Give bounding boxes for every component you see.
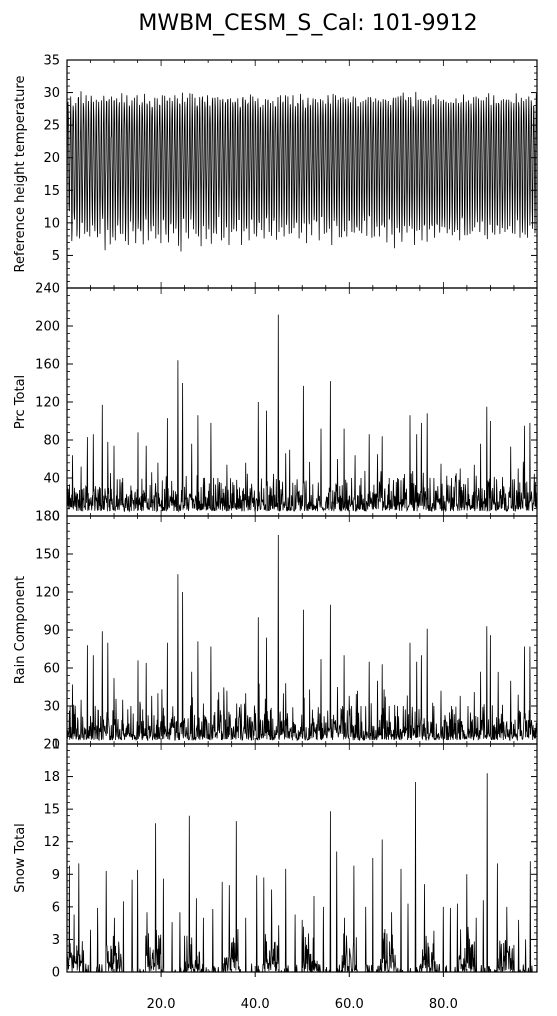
series-line-prc-total xyxy=(66,314,538,513)
ytick-label-prc-total: 200 xyxy=(35,320,60,335)
ytick-label-snow-total: 9 xyxy=(52,868,60,883)
xtick-label: 40.0 xyxy=(241,997,270,1012)
ytick-label-prc-total: 40 xyxy=(43,472,60,487)
ytick-label-temperature: 25 xyxy=(43,119,60,134)
panel-rain-component: 0 30 60 90 120 150 180 Rain Component xyxy=(13,510,538,753)
ytick-label-snow-total: 18 xyxy=(43,770,60,785)
ytick-label-snow-total: 3 xyxy=(52,933,60,948)
xtick-label: 20.0 xyxy=(147,997,176,1012)
ytick-label-temperature: 30 xyxy=(43,86,60,101)
series-line-snow-total xyxy=(66,773,538,974)
ytick-label-rain-component: 120 xyxy=(35,586,60,601)
ylabel-snow-total: Snow Total xyxy=(13,823,28,893)
ytick-label-snow-total: 21 xyxy=(43,738,60,753)
ytick-label-prc-total: 0 xyxy=(52,510,60,525)
ytick-label-rain-component: 60 xyxy=(43,662,60,677)
series-line-rain-component xyxy=(66,534,538,742)
ytick-label-temperature: 20 xyxy=(43,151,60,166)
ytick-label-rain-component: 90 xyxy=(43,624,60,639)
ytick-label-prc-total: 80 xyxy=(43,434,60,449)
ylabel-prc-total: Prc Total xyxy=(13,375,28,429)
xtick-label: 60.0 xyxy=(335,997,364,1012)
ytick-label-temperature: 5 xyxy=(52,249,60,264)
xtick-label: 80.0 xyxy=(429,997,458,1012)
panel-temperature: 5 10 15 20 25 30 35 Reference height temperatur… xyxy=(13,54,538,289)
ytick-label-rain-component: 150 xyxy=(35,548,60,563)
ytick-label-temperature: 15 xyxy=(43,184,60,199)
panel-snow-total: 0 3 6 9 12 15 18 21 Snow Total xyxy=(13,738,538,981)
ytick-label-rain-component: 30 xyxy=(43,700,60,715)
ytick-label-prc-total: 160 xyxy=(35,358,60,373)
ytick-label-snow-total: 6 xyxy=(52,900,60,915)
ylabel-temperature: Reference height temperature xyxy=(13,76,28,273)
ytick-label-rain-component: 180 xyxy=(35,510,60,525)
chart-title: MWBM_CESM_S_Cal: 101-9912 xyxy=(138,11,477,36)
ytick-label-prc-total: 240 xyxy=(35,282,60,297)
ytick-label-snow-total: 0 xyxy=(52,966,60,981)
panel-prc-total: 0 40 80 120 160 200 240 Prc Total xyxy=(13,282,538,525)
ylabel-rain-component: Rain Component xyxy=(13,576,28,684)
ytick-label-rain-component: 0 xyxy=(52,738,60,753)
ytick-label-temperature: 10 xyxy=(43,216,60,231)
ytick-label-prc-total: 120 xyxy=(35,396,60,411)
series-line-temperature xyxy=(66,91,538,252)
ytick-label-temperature: 35 xyxy=(43,54,60,69)
ytick-label-snow-total: 12 xyxy=(43,835,60,850)
ytick-label-snow-total: 15 xyxy=(43,803,60,818)
